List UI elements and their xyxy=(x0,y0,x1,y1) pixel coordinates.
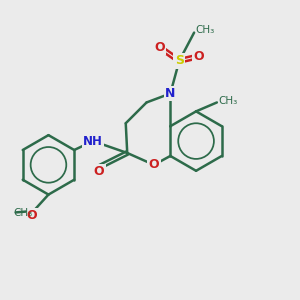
Text: CH₃: CH₃ xyxy=(218,96,238,106)
Text: NH: NH xyxy=(83,135,103,148)
Text: CH₃: CH₃ xyxy=(196,25,215,35)
Text: O: O xyxy=(94,165,104,178)
Text: O: O xyxy=(149,158,159,171)
Text: O: O xyxy=(193,50,204,63)
Text: O: O xyxy=(154,41,165,54)
Text: O: O xyxy=(27,209,38,222)
Text: S: S xyxy=(175,54,184,67)
Text: CH₃: CH₃ xyxy=(14,208,33,218)
Text: N: N xyxy=(165,87,175,100)
